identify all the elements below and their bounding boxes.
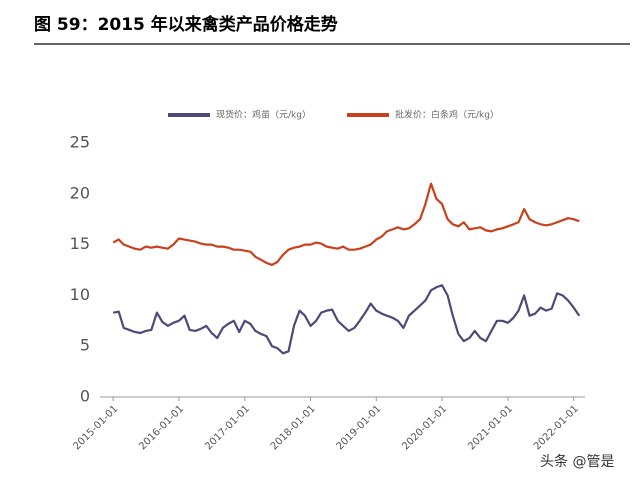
watermark: 头条 @管是 [540, 453, 614, 470]
x-tick-label: 2020-01-01 [400, 403, 449, 452]
y-tick-label: 20 [70, 183, 90, 202]
series-line [112, 182, 580, 267]
series-line [112, 284, 581, 355]
x-tick-label: 2018-01-01 [269, 403, 318, 452]
x-tick-label: 2017-01-01 [203, 403, 252, 452]
y-tick-label: 5 [80, 336, 90, 355]
y-tick-label: 25 [70, 133, 90, 152]
x-tick-label: 2015-01-01 [72, 403, 121, 452]
legend-label: 现货价：鸡苗（元/kg） [216, 109, 311, 121]
chart-title: 图 59：2015 年以来禽类产品价格走势 [34, 14, 338, 35]
y-tick-label: 0 [80, 387, 90, 406]
x-tick-label: 2021-01-01 [466, 403, 515, 452]
x-tick-label: 2019-01-01 [335, 403, 384, 452]
x-tick-label: 2016-01-01 [137, 403, 186, 452]
x-tick-label: 2022-01-01 [532, 403, 581, 452]
y-tick-label: 15 [70, 234, 90, 253]
legend-label: 批发价：白条鸡（元/kg） [395, 109, 499, 121]
y-tick-label: 10 [70, 285, 90, 304]
